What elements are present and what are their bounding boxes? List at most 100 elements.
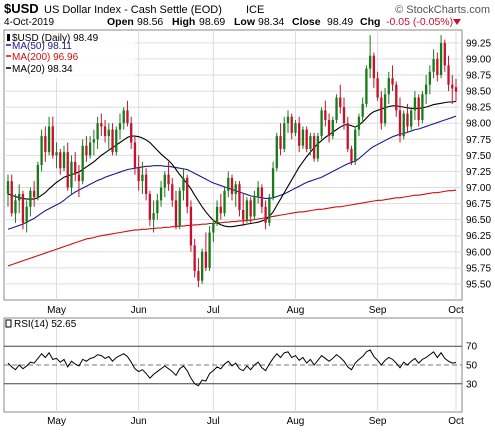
candle-up [402, 110, 405, 140]
candle-up [428, 65, 432, 95]
candle-down [204, 232, 208, 272]
candle-down [21, 190, 25, 230]
candle-up [182, 168, 185, 201]
candle-down [264, 200, 267, 230]
month-label: Jun [131, 416, 147, 427]
candle-up [55, 142, 58, 169]
candle-body [144, 174, 148, 194]
candle-up [316, 132, 320, 162]
candle-up [421, 91, 424, 124]
candle-body [402, 113, 405, 137]
candle-body [193, 245, 196, 272]
candle-body [368, 55, 372, 69]
candle-body [137, 168, 140, 182]
candle-up [234, 181, 237, 207]
price-tick-label: 95.50 [466, 279, 491, 290]
candle-body [316, 136, 320, 159]
candle-down [398, 97, 402, 143]
candle-body [298, 123, 301, 146]
legend-text-ma50: MA(50) 98.11 [12, 41, 72, 52]
candle-body [268, 197, 271, 223]
candle-up [96, 116, 99, 149]
candle-body [372, 55, 376, 79]
candle-up [357, 113, 361, 137]
candle-up [368, 35, 372, 79]
candle-body [59, 152, 62, 169]
candle-body [70, 161, 73, 188]
candle-down [279, 123, 282, 156]
candle-body [171, 184, 174, 201]
price-tick-label: 99.00 [466, 54, 491, 65]
candle-up [18, 184, 21, 214]
candle-down [380, 91, 383, 130]
candle-body [253, 197, 256, 217]
candle-body [242, 210, 245, 220]
high-label: High [172, 16, 195, 28]
candle-up [200, 248, 204, 284]
candle-body [439, 42, 443, 75]
candle-body [454, 87, 458, 92]
candle-body [126, 110, 129, 124]
candle-down [260, 184, 264, 214]
candle-up [268, 193, 271, 227]
candle-up [178, 187, 181, 230]
candle-down [290, 113, 293, 140]
candle-up [365, 65, 368, 108]
month-label: Sep [369, 305, 387, 316]
candle-down [59, 148, 62, 175]
candle-body [156, 200, 159, 214]
candle-up [354, 126, 357, 165]
candle-down [137, 155, 140, 191]
candle-body [186, 177, 189, 207]
candle-body [107, 129, 110, 137]
candle-body [197, 271, 200, 281]
price-tick-label: 98.00 [466, 119, 491, 130]
legend-swatch-candle [7, 34, 10, 41]
candle-up [29, 187, 32, 217]
candle-up [14, 193, 17, 223]
candle-body [47, 126, 51, 153]
candle-down [305, 126, 308, 153]
candle-body [115, 129, 118, 153]
candle-up [301, 126, 305, 149]
candle-body [130, 123, 133, 143]
price-legend: $USD (Daily) 98.49 MA(50) 98.11 MA(200) … [5, 31, 135, 78]
candle-up [271, 161, 275, 201]
candle-body [290, 116, 293, 133]
symbol-title: $USD [4, 1, 39, 16]
candle-down [32, 181, 36, 207]
candle-up [122, 107, 125, 130]
candle-body [66, 152, 69, 188]
candle-body [62, 152, 66, 169]
candle-down [339, 84, 342, 114]
candle-down [443, 39, 446, 72]
candle-body [383, 94, 387, 124]
candle-up [156, 193, 159, 220]
candle-body [245, 200, 249, 220]
candle-body [44, 136, 47, 153]
candle-body [357, 116, 361, 130]
candle-up [410, 107, 413, 130]
candle-down [66, 142, 69, 191]
price-tick-label: 99.25 [466, 38, 491, 49]
candle-body [380, 97, 383, 124]
month-label: Jul [207, 416, 220, 427]
candle-body [21, 193, 25, 223]
candle-body [350, 148, 353, 162]
candle-up [25, 200, 28, 233]
candle-down [324, 100, 327, 127]
candle-body [10, 181, 13, 214]
price-tick-label: 97.00 [466, 183, 491, 194]
high-value: 98.69 [199, 16, 225, 28]
month-label: Jul [207, 305, 220, 316]
candle-body [417, 97, 420, 120]
candle-body [432, 58, 435, 72]
candle-body [271, 168, 275, 198]
candle-up [294, 120, 297, 137]
candle-down [51, 116, 54, 159]
candle-body [92, 139, 96, 143]
candle-body [85, 145, 88, 156]
candle-down [454, 78, 458, 102]
price-tick-label: 95.75 [466, 263, 491, 274]
